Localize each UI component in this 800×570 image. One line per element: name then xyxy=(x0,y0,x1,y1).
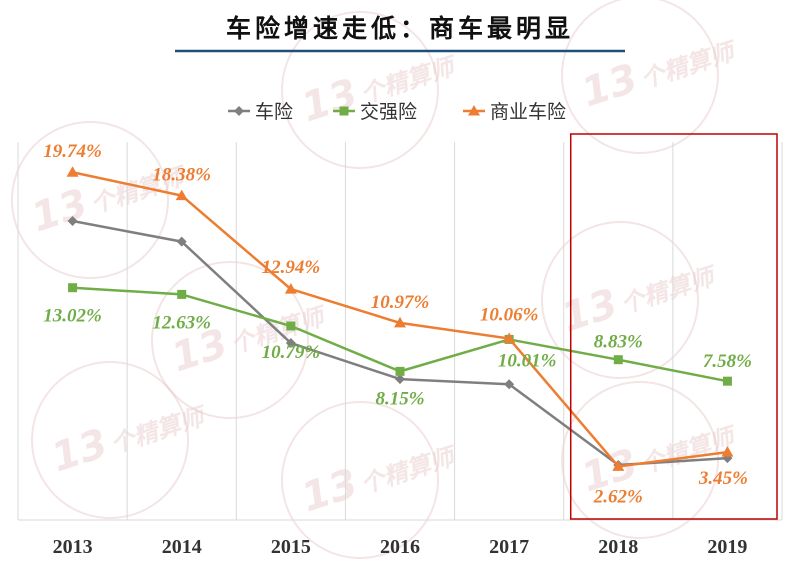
x-tick-label: 2016 xyxy=(380,536,420,558)
watermark-text: 13个精算师 xyxy=(46,388,213,481)
data-label: 8.15% xyxy=(375,388,424,409)
watermark-text: 13个精算师 xyxy=(556,248,723,341)
legend-marker xyxy=(468,105,480,116)
data-label: 18.38% xyxy=(152,165,211,186)
x-tick-label: 2015 xyxy=(271,536,311,558)
watermark-label: 个精算师 xyxy=(617,261,722,319)
watermark-ring xyxy=(541,221,699,379)
x-tick-label: 2014 xyxy=(162,536,202,558)
data-point xyxy=(66,166,79,177)
data-label: 10.79% xyxy=(262,342,321,363)
watermark-text: 13个精算师 xyxy=(166,288,333,381)
data-point xyxy=(68,283,78,293)
data-point xyxy=(613,355,623,365)
legend: 车险 交强险 商业车险 xyxy=(228,101,566,123)
data-label: 12.94% xyxy=(262,257,321,278)
data-point xyxy=(722,376,732,386)
highlight-box xyxy=(569,133,778,520)
data-point xyxy=(395,374,405,385)
data-point xyxy=(503,332,516,344)
watermark-ring xyxy=(561,381,719,539)
data-point xyxy=(67,216,78,227)
data-label: 8.83% xyxy=(594,332,643,353)
data-labels: 13.02% 12.63% 10.79% 8.15% 10.01% 8.83% 7.58% 1… xyxy=(43,141,752,507)
watermark-number: 13 xyxy=(576,55,643,116)
watermark-text: 13个精算师 xyxy=(296,428,463,521)
data-point xyxy=(394,316,406,328)
data-point xyxy=(176,236,187,247)
watermark-ring xyxy=(281,401,439,559)
x-tick-label: 2019 xyxy=(707,536,747,558)
legend-entry: 交强险 xyxy=(360,101,417,123)
data-label: 2.62% xyxy=(593,486,643,507)
data-point xyxy=(285,338,296,349)
watermark-ring xyxy=(11,121,169,279)
data-point xyxy=(175,189,188,201)
watermark-number: 13 xyxy=(26,180,93,241)
data-point xyxy=(177,289,187,299)
watermark-text: 13个精算师 xyxy=(576,23,743,116)
legend-marker xyxy=(234,106,244,116)
grid-lines xyxy=(17,142,783,520)
data-label: 3.45% xyxy=(698,468,748,489)
x-tick-label: 2017 xyxy=(489,536,529,558)
x-tick-label: 2013 xyxy=(53,536,93,558)
data-label: 10.06% xyxy=(480,305,539,326)
data-label: 10.01% xyxy=(498,350,557,371)
chart-title: 车险增速走低：商车最明显 xyxy=(226,14,574,43)
x-tick-label: 2018 xyxy=(598,536,638,558)
watermark-ring xyxy=(561,0,719,154)
watermark-label: 个精算师 xyxy=(357,441,462,499)
data-point xyxy=(284,283,297,294)
watermark-label: 个精算师 xyxy=(107,401,212,459)
x-tick-labels: 2013 2014 2015 2016 2017 2018 2019 xyxy=(53,536,748,558)
data-point xyxy=(504,379,515,390)
legend-entry: 车险 xyxy=(255,101,293,123)
data-label: 12.63% xyxy=(152,312,211,333)
legend-entry: 商业车险 xyxy=(490,101,566,123)
data-label: 19.74% xyxy=(43,141,102,162)
legend-marker xyxy=(339,106,349,116)
watermark-number: 13 xyxy=(296,460,363,521)
watermark-label: 个精算师 xyxy=(637,36,742,94)
data-point xyxy=(721,446,734,457)
data-point xyxy=(612,460,625,471)
watermark-number: 13 xyxy=(296,70,363,131)
data-point xyxy=(286,321,296,331)
watermark-ring xyxy=(281,11,439,169)
data-label: 7.58% xyxy=(703,351,752,372)
data-point xyxy=(395,366,405,376)
watermark-2: 13个精算师 xyxy=(561,0,743,154)
watermark-number: 13 xyxy=(46,420,113,481)
series-layer xyxy=(66,166,734,471)
data-label: 13.02% xyxy=(43,306,102,327)
watermark-ring xyxy=(31,361,189,519)
data-label: 10.97% xyxy=(371,292,430,313)
